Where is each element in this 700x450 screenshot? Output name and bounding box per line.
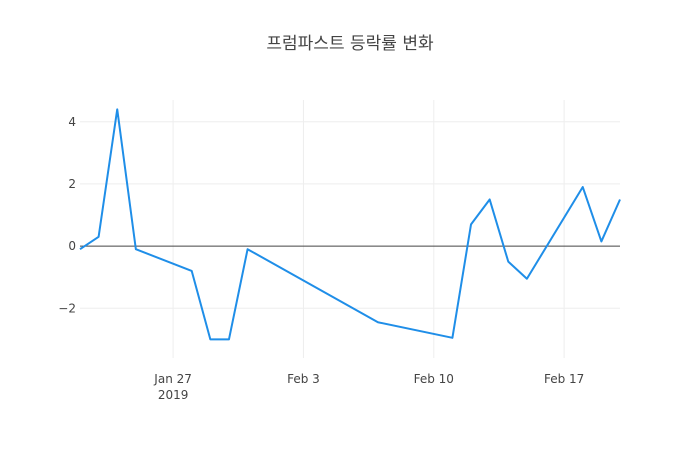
y-tick-label: −2	[58, 301, 76, 315]
y-tick-label: 0	[68, 239, 76, 253]
y-tick-label: 4	[68, 115, 76, 129]
x-axis-ticks: Jan 27 2019 Feb 3 Feb 10 Feb 17	[153, 372, 584, 402]
y-axis-ticks: 4 2 0 −2	[58, 115, 76, 316]
x-tick-label: Jan 27	[153, 372, 192, 386]
chart-title: 프럼파스트 등락률 변화	[266, 34, 434, 54]
x-gridlines	[172, 100, 565, 358]
y-tick-label: 2	[68, 177, 76, 191]
x-tick-label: Feb 3	[287, 372, 320, 386]
series-line	[79, 108, 621, 341]
x-tick-label: Feb 17	[544, 372, 584, 386]
y-gridlines	[80, 121, 620, 309]
x-tick-label: Feb 10	[414, 372, 454, 386]
x-tick-sublabel: 2019	[158, 388, 189, 402]
